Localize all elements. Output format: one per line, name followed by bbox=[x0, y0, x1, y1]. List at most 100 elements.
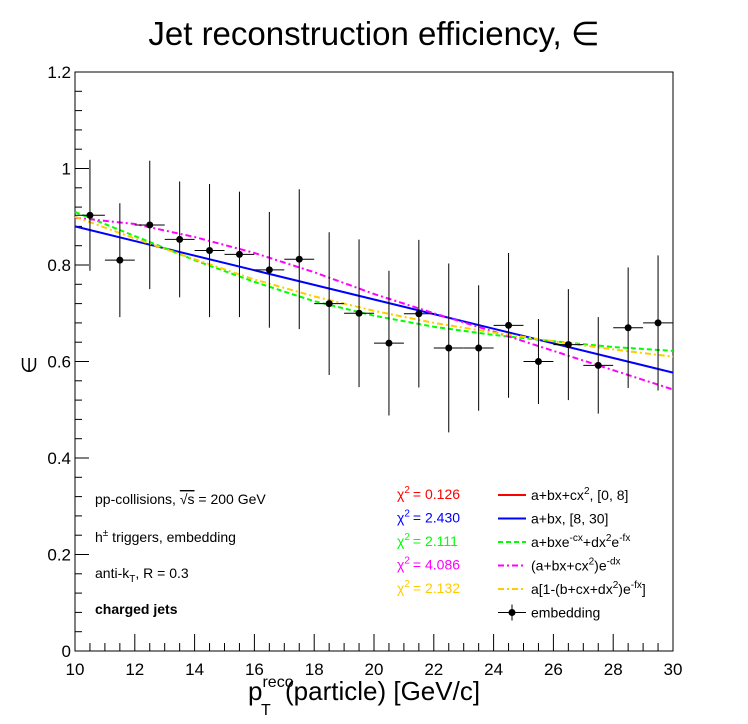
legend-label-part: embedding bbox=[531, 605, 600, 621]
legend-entry: (a+bx+cx2)e-dx bbox=[498, 557, 621, 574]
x-axis-label-sub: T bbox=[261, 702, 271, 719]
x-tick-label: 24 bbox=[484, 660, 503, 679]
legend-label: a+bxe-cx+dx2e-fx bbox=[531, 533, 630, 550]
x-tick-label: 28 bbox=[604, 660, 623, 679]
chi2-symbol: χ bbox=[397, 557, 405, 573]
legend-label-part: )e bbox=[618, 581, 631, 597]
fit-curve bbox=[74, 225, 674, 374]
data-point bbox=[594, 361, 602, 369]
legend-entry: a+bx+cx2, [0, 8] bbox=[498, 486, 628, 503]
annotation-algorithm-a: anti-k bbox=[95, 565, 130, 581]
legend-label-part: +dx bbox=[583, 534, 606, 550]
fit-curve bbox=[74, 210, 674, 352]
legend-label-sup: -dx bbox=[607, 557, 621, 568]
data-point bbox=[355, 309, 363, 317]
annotation-trigger-a: h bbox=[95, 529, 103, 545]
data-point bbox=[116, 256, 124, 264]
annotation-algorithm: anti-kT, R = 0.3 bbox=[95, 565, 189, 585]
y-tick-label: 0.8 bbox=[47, 256, 71, 275]
data-point bbox=[295, 255, 303, 263]
chi2-symbol: χ bbox=[397, 533, 405, 549]
annotation-algorithm-b: , R = 0.3 bbox=[135, 565, 189, 581]
legend-label-part: )e bbox=[594, 558, 607, 574]
chi2-sup: 2 bbox=[404, 509, 410, 520]
x-axis-label-rest: (particle) [GeV/c] bbox=[285, 676, 480, 706]
legend-entry: a[1-(b+cx+dx2)e-fx] bbox=[498, 580, 646, 597]
fit-curve bbox=[74, 216, 674, 391]
chi2-number: = 4.086 bbox=[413, 557, 460, 573]
chart-title: Jet reconstruction efficiency, ∈ bbox=[148, 15, 599, 52]
data-point bbox=[325, 300, 333, 308]
annotation-jets: charged jets bbox=[95, 601, 178, 617]
y-tick-label: 0.6 bbox=[47, 353, 71, 372]
x-tick-label: 20 bbox=[365, 660, 384, 679]
chi2-value: χ2 = 0.126 bbox=[397, 485, 460, 502]
x-axis: 10 12 14 16 18 20 22 24 26 28 30 bbox=[66, 634, 683, 679]
data-point bbox=[235, 250, 243, 258]
chi2-sup: 2 bbox=[404, 485, 410, 496]
data-point bbox=[445, 344, 453, 352]
data-point bbox=[415, 310, 423, 318]
legend-entry: a+bxe-cx+dx2e-fx bbox=[498, 533, 630, 550]
annotation-collision-b: = 200 GeV bbox=[195, 491, 267, 507]
data-point bbox=[564, 341, 572, 349]
annotation-trigger-b: triggers, embedding bbox=[108, 529, 236, 545]
legend-label-sup: 2 bbox=[606, 533, 612, 544]
legend-label-sup: -fx bbox=[631, 580, 642, 591]
x-tick-label: 30 bbox=[664, 660, 683, 679]
annotation-collision: pp-collisions, √s = 200 GeV bbox=[95, 491, 266, 507]
x-tick-label: 12 bbox=[125, 660, 144, 679]
data-point bbox=[475, 344, 483, 352]
legend-label-sup: 2 bbox=[613, 580, 619, 591]
annotation-collision-a: pp-collisions, bbox=[95, 491, 180, 507]
chi2-number: = 0.126 bbox=[413, 486, 460, 502]
y-tick-label: 0.2 bbox=[47, 546, 71, 565]
y-axis-label: ∈ bbox=[19, 356, 41, 373]
legend-label-part: e bbox=[611, 534, 619, 550]
legend-label-part: a+bx+cx bbox=[531, 487, 584, 503]
y-tick-label: 1.2 bbox=[47, 63, 71, 82]
x-tick-label: 16 bbox=[245, 660, 264, 679]
legend-label-part: a+bxe bbox=[531, 534, 570, 550]
x-tick-label: 10 bbox=[66, 660, 85, 679]
chi2-number: = 2.111 bbox=[413, 533, 458, 549]
chi2-sup: 2 bbox=[404, 532, 410, 543]
y-axis: 0 0.2 0.4 0.6 0.8 1 1.2 bbox=[47, 63, 89, 661]
legend-label: a+bx+cx2, [0, 8] bbox=[531, 486, 628, 503]
legend-label-part: , [0, 8] bbox=[590, 487, 629, 503]
chi2-value: χ2 = 2.430 bbox=[397, 509, 460, 526]
legend-label-sup: 2 bbox=[589, 557, 595, 568]
legend-label-part: a+bx, [8, 30] bbox=[531, 511, 608, 527]
legend-label-part: (a+bx+cx bbox=[531, 558, 589, 574]
legend: a+bx+cx2, [0, 8]a+bx, [8, 30]a+bxe-cx+dx… bbox=[498, 486, 646, 621]
legend-label-part: a[1-(b+cx+dx bbox=[531, 581, 613, 597]
chi2-value: χ2 = 2.111 bbox=[397, 532, 458, 549]
legend-label: embedding bbox=[531, 605, 600, 621]
x-axis-label: preco T (particle) [GeV/c] bbox=[248, 674, 480, 719]
data-point bbox=[265, 266, 273, 274]
chi2-number: = 2.430 bbox=[413, 510, 460, 526]
legend-label-part: ] bbox=[642, 581, 646, 597]
legend-label: (a+bx+cx2)e-dx bbox=[531, 557, 621, 574]
x-tick-label: 14 bbox=[185, 660, 204, 679]
data-point bbox=[624, 324, 632, 332]
x-tick-label: 18 bbox=[305, 660, 324, 679]
annotation-trigger-sup: ± bbox=[103, 528, 109, 539]
x-axis-label-sup: reco bbox=[262, 674, 293, 691]
annotations: pp-collisions, √s = 200 GeV h± triggers,… bbox=[95, 491, 266, 617]
chi2-symbol: χ bbox=[397, 580, 405, 596]
legend-label: a[1-(b+cx+dx2)e-fx] bbox=[531, 580, 646, 597]
fit-curve bbox=[74, 215, 674, 358]
legend-label-sup: 2 bbox=[584, 486, 590, 497]
data-point bbox=[505, 321, 513, 329]
legend-label-sup: -cx bbox=[570, 533, 583, 544]
data-point bbox=[654, 319, 662, 327]
data-point bbox=[534, 358, 542, 365]
chi2-number: = 2.132 bbox=[413, 580, 460, 596]
legend-label: a+bx, [8, 30] bbox=[531, 511, 608, 527]
data-point bbox=[176, 235, 184, 243]
annotation-algorithm-sub: T bbox=[129, 574, 135, 585]
chi2-value: χ2 = 2.132 bbox=[397, 579, 460, 596]
x-tick-label: 26 bbox=[544, 660, 563, 679]
